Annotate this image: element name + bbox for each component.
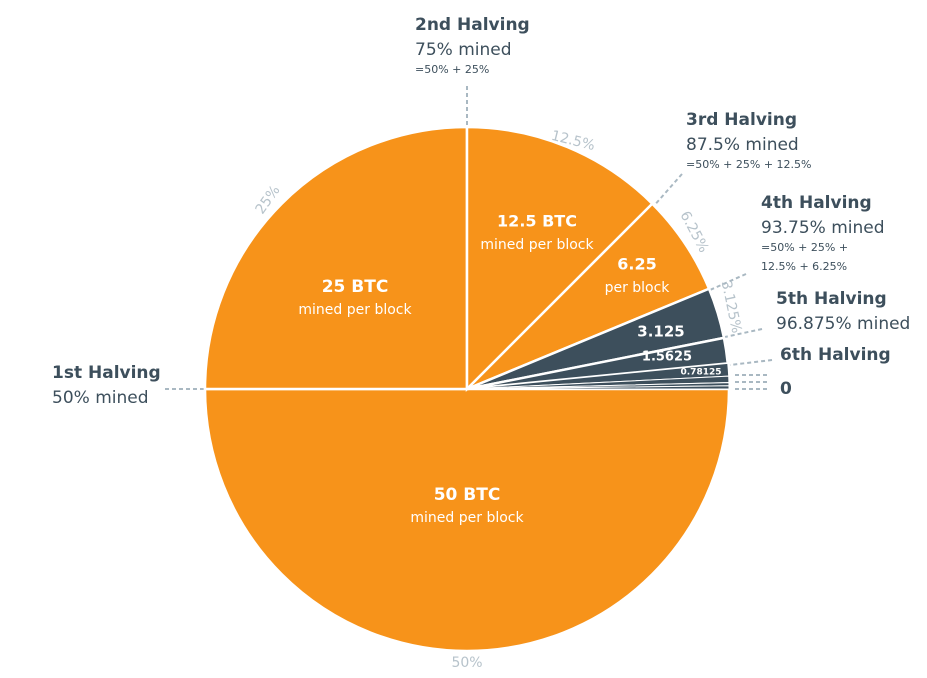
leader-line (729, 359, 773, 366)
slice-sub-label: mined per block (298, 302, 412, 318)
annotation-mined: 50% mined (52, 388, 149, 408)
annotation-formula: =50% + 25% + (761, 241, 848, 254)
pie-slice (203, 387, 731, 653)
slice-value-label: 3.125 (637, 323, 684, 341)
slice-value-label: 12.5 BTC (497, 212, 577, 231)
annotation-title: 1st Halving (52, 363, 161, 383)
pie-slice (203, 125, 469, 391)
slice-value-label: 50 BTC (434, 485, 501, 505)
slice-value-label: 25 BTC (322, 277, 389, 297)
annotation-title: 2nd Halving (415, 15, 530, 35)
pie (203, 125, 731, 653)
leader-line (724, 328, 763, 338)
annotation-title: 6th Halving (780, 345, 891, 365)
annotation-title: 5th Halving (776, 289, 887, 309)
percent-label: 50% (451, 655, 482, 671)
slice-sub-label: mined per block (480, 237, 594, 253)
leaders (165, 86, 773, 390)
annotation-formula: 12.5% + 6.25% (761, 260, 847, 273)
slice-value-label: 1.5625 (642, 350, 692, 365)
pie-slice (466, 385, 730, 390)
annotation-mined: 96.875% mined (776, 314, 910, 334)
annotation-formula: =50% + 25% (415, 63, 489, 76)
annotation-formula: =50% + 25% + 12.5% (686, 158, 811, 171)
slice-value-label: 0.78125 (681, 368, 722, 378)
annotation-mined: 87.5% mined (686, 135, 799, 155)
slice-sub-label: per block (605, 280, 671, 296)
annotation-title: 3rd Halving (686, 110, 797, 130)
leader-line (651, 173, 683, 209)
slice-value-label: 6.25 (617, 255, 656, 274)
annotation-mined: 75% mined (415, 40, 512, 60)
annotation-title: 4th Halving (761, 193, 872, 213)
annotation-title: 0 (780, 379, 792, 399)
annotation-mined: 93.75% mined (761, 218, 885, 238)
slice-sub-label: mined per block (410, 510, 524, 526)
pie-slice (465, 125, 655, 393)
